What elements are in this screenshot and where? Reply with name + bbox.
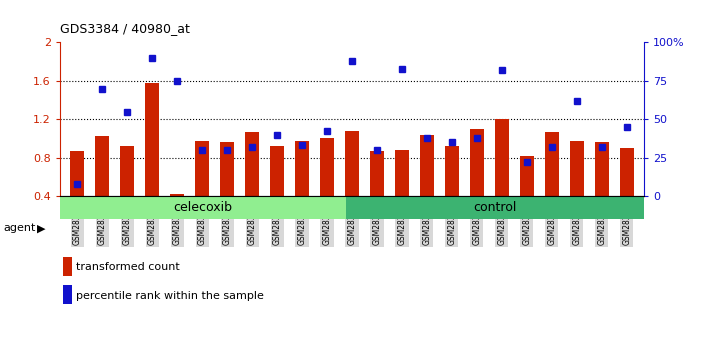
- Bar: [345, 131, 359, 234]
- Bar: [245, 132, 259, 234]
- Text: percentile rank within the sample: percentile rank within the sample: [76, 291, 264, 301]
- Text: control: control: [474, 201, 517, 214]
- Bar: [120, 146, 134, 234]
- Bar: [595, 142, 608, 234]
- Text: agent: agent: [4, 223, 36, 233]
- Text: transformed count: transformed count: [76, 262, 180, 272]
- Bar: [495, 119, 509, 234]
- Bar: [470, 129, 484, 234]
- Bar: [220, 142, 234, 234]
- Bar: [295, 141, 309, 234]
- Bar: [395, 150, 409, 234]
- Bar: [96, 136, 109, 234]
- Bar: [270, 146, 284, 234]
- Bar: [370, 151, 384, 234]
- Bar: [520, 156, 534, 234]
- Bar: [445, 146, 459, 234]
- Bar: [145, 83, 159, 234]
- Bar: [545, 132, 559, 234]
- Text: ▶: ▶: [37, 223, 45, 233]
- Bar: [70, 151, 84, 234]
- Bar: [195, 141, 209, 234]
- Bar: [170, 194, 184, 234]
- Bar: [320, 138, 334, 234]
- Bar: [570, 141, 584, 234]
- Bar: [346, 196, 644, 219]
- Bar: [420, 136, 434, 234]
- Bar: [620, 148, 634, 234]
- Text: celecoxib: celecoxib: [174, 201, 232, 214]
- Text: GDS3384 / 40980_at: GDS3384 / 40980_at: [60, 22, 189, 35]
- Bar: [60, 196, 346, 219]
